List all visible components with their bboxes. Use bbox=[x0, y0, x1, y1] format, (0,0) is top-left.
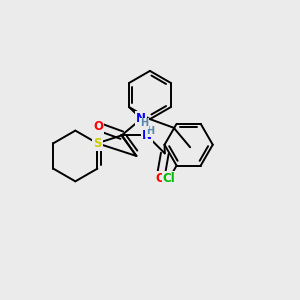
Text: N: N bbox=[136, 112, 146, 125]
Text: O: O bbox=[93, 120, 103, 133]
Text: H: H bbox=[146, 126, 154, 136]
Text: N: N bbox=[142, 129, 152, 142]
Text: O: O bbox=[155, 172, 165, 185]
Text: S: S bbox=[93, 137, 102, 150]
Text: Cl: Cl bbox=[163, 172, 176, 185]
Text: H: H bbox=[140, 118, 148, 128]
